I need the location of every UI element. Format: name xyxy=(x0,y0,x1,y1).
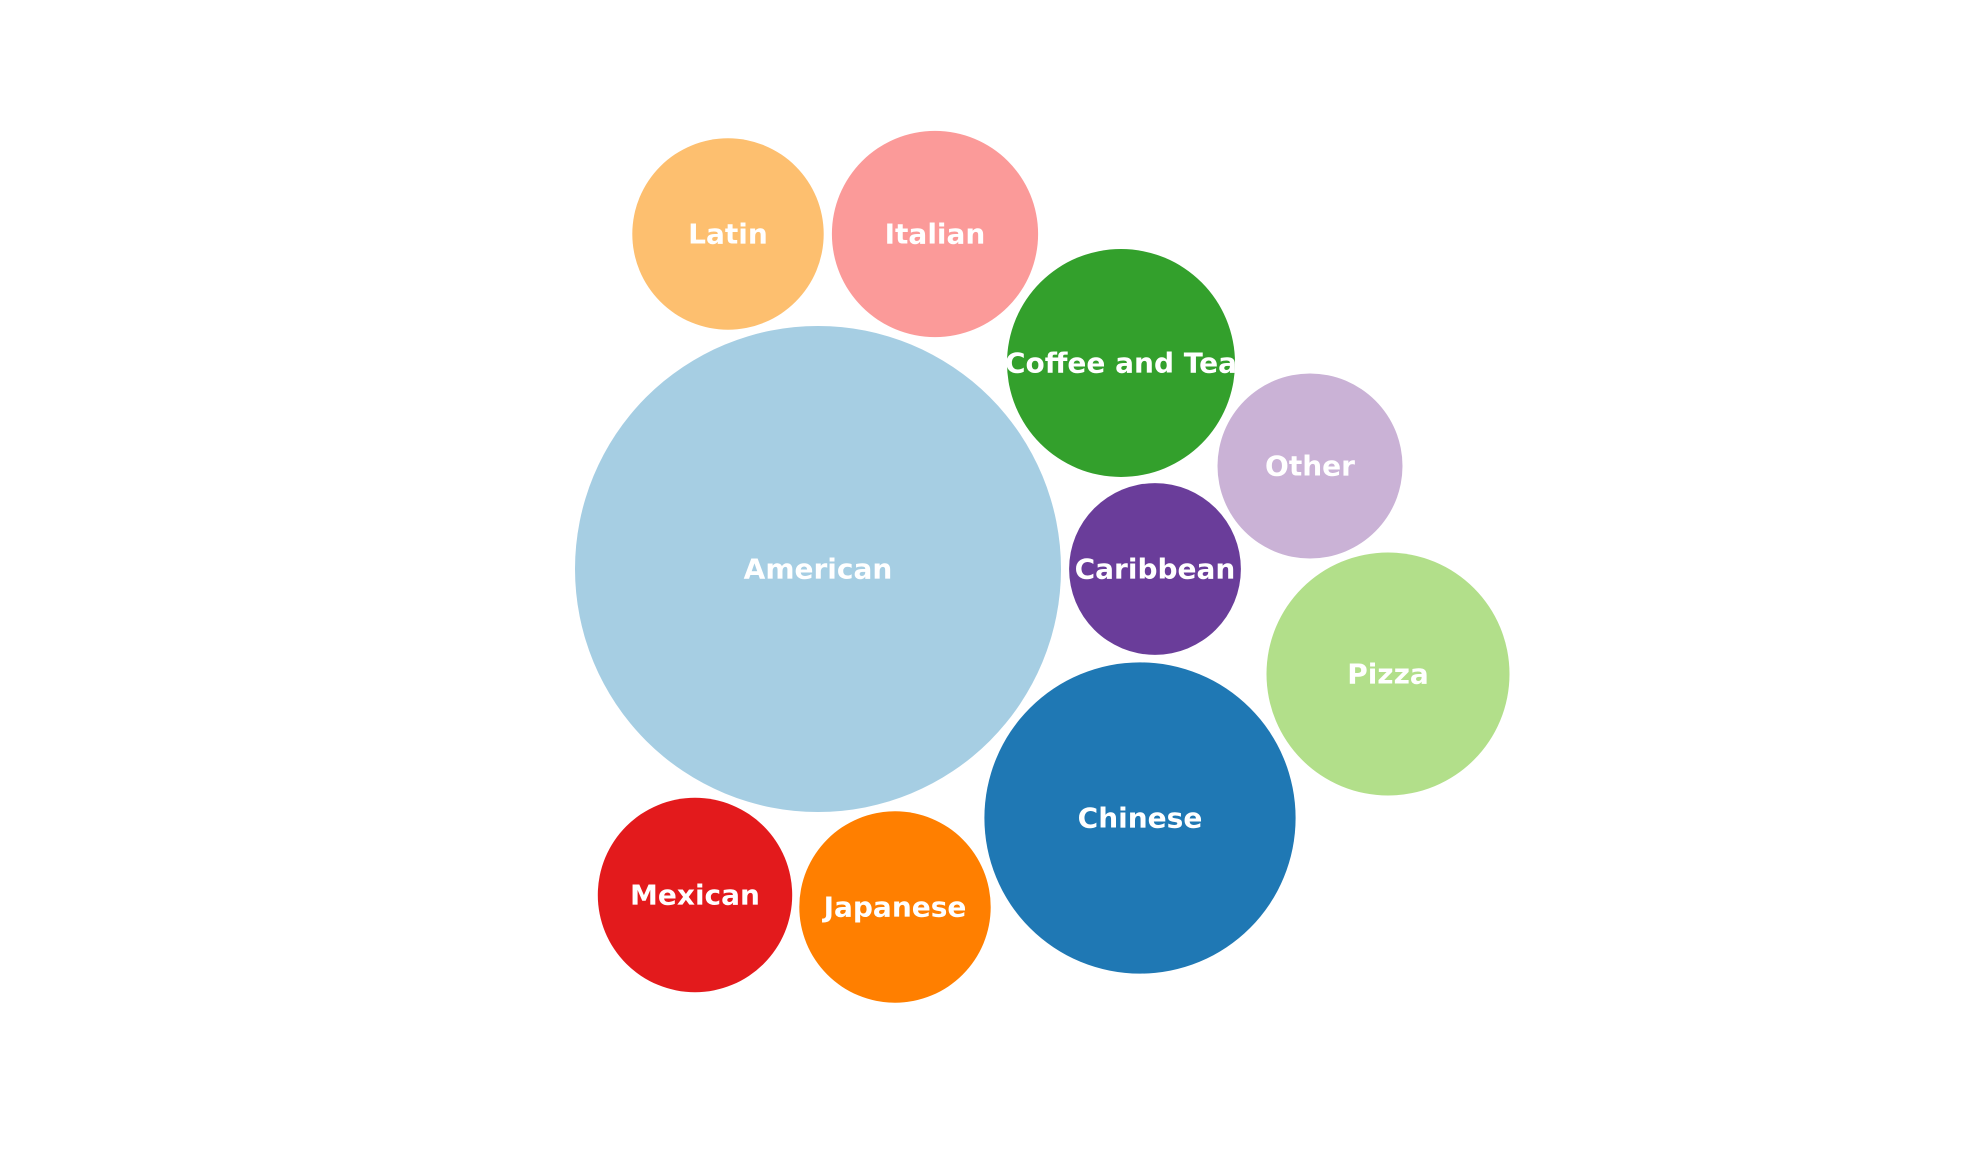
bubble-chinese: Chinese xyxy=(984,662,1296,974)
bubble-label-other: Other xyxy=(1265,450,1355,483)
bubble-label-caribbean: Caribbean xyxy=(1075,553,1236,586)
bubble-label-american: American xyxy=(744,553,893,586)
bubble-circle-chinese xyxy=(984,662,1296,974)
bubble-mexican: Mexican xyxy=(597,797,793,993)
bubble-italian: Italian xyxy=(831,130,1039,338)
bubble-label-latin: Latin xyxy=(688,218,768,251)
bubble-label-mexican: Mexican xyxy=(630,879,760,912)
bubble-label-japanese: Japanese xyxy=(822,891,967,924)
bubble-caribbean: Caribbean xyxy=(1069,483,1241,655)
bubble-label-italian: Italian xyxy=(885,218,986,251)
bubble-label-coffee-and-tea: Coffee and Tea xyxy=(1005,347,1237,380)
bubble-circle-italian xyxy=(831,130,1039,338)
bubble-circle-japanese xyxy=(799,811,991,1003)
bubble-other: Other xyxy=(1217,373,1403,559)
bubble-circle-mexican xyxy=(597,797,793,993)
bubble-pizza: Pizza xyxy=(1266,552,1510,796)
bubble-label-pizza: Pizza xyxy=(1347,658,1429,691)
bubble-coffee-and-tea: Coffee and Tea xyxy=(1005,249,1237,477)
bubble-latin: Latin xyxy=(632,138,824,330)
bubble-circle-american xyxy=(575,326,1061,812)
bubble-circle-coffee-and-tea xyxy=(1007,249,1235,477)
bubble-american: American xyxy=(575,326,1061,812)
bubble-label-chinese: Chinese xyxy=(1078,802,1203,835)
bubble-circle-pizza xyxy=(1266,552,1510,796)
bubble-japanese: Japanese xyxy=(799,811,991,1003)
bubble-circle-caribbean xyxy=(1069,483,1241,655)
bubble-circle-other xyxy=(1217,373,1403,559)
bubble-circle-latin xyxy=(632,138,824,330)
